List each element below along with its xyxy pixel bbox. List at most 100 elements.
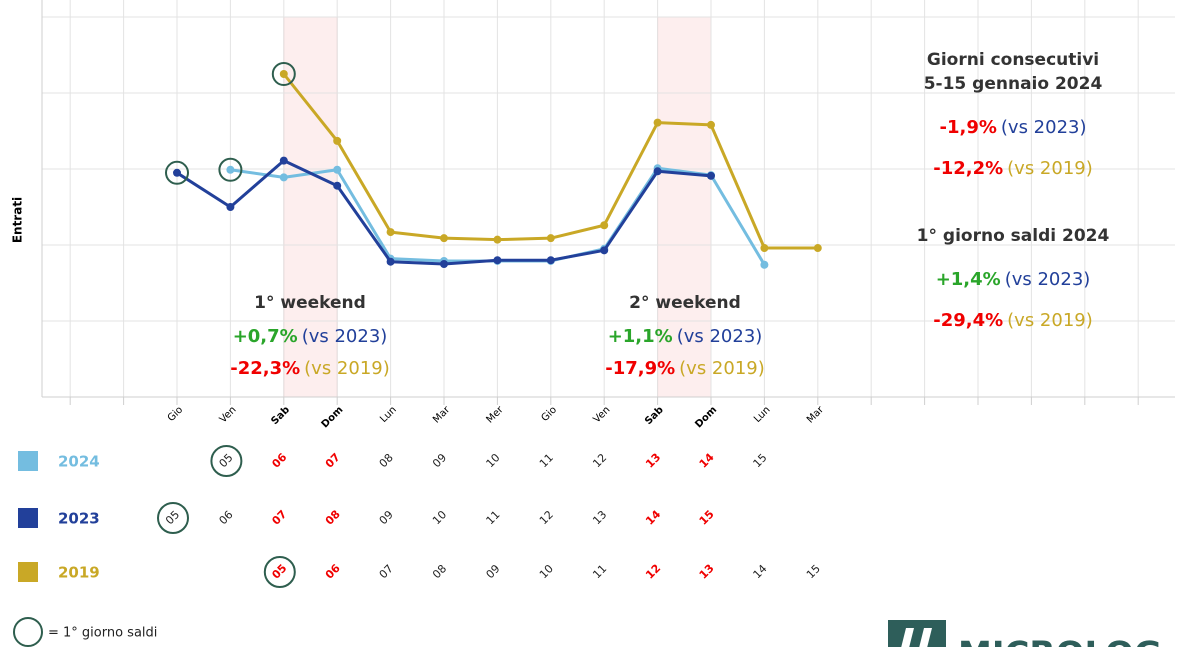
data-point bbox=[653, 167, 662, 176]
day-number: 15 bbox=[697, 508, 717, 528]
data-point bbox=[600, 246, 609, 255]
data-point bbox=[386, 257, 395, 266]
legend-swatch bbox=[18, 562, 38, 582]
first-sale-marker bbox=[271, 62, 296, 86]
annotation-title: 5-15 gennaio 2024 bbox=[924, 74, 1103, 94]
legend-label: 2019 bbox=[58, 564, 100, 582]
data-point bbox=[760, 260, 769, 269]
data-point bbox=[279, 70, 288, 78]
annotation-value: +0,7% bbox=[233, 326, 298, 347]
x-tick-label: Ven bbox=[592, 404, 613, 425]
day-number: 15 bbox=[751, 451, 770, 470]
data-point bbox=[493, 235, 502, 244]
annotation-title: Giorni consecutivi bbox=[927, 50, 1099, 70]
day-number: 13 bbox=[590, 508, 609, 527]
data-point bbox=[493, 256, 502, 265]
annotation-line: -17,9% (vs 2019) bbox=[605, 358, 765, 379]
day-number: 06 bbox=[323, 561, 343, 581]
x-tick-label: Sab bbox=[269, 404, 292, 427]
x-tick-label: Lun bbox=[378, 404, 399, 425]
data-point bbox=[440, 234, 448, 243]
day-number: 09 bbox=[484, 562, 503, 581]
day-number: 14 bbox=[697, 450, 717, 470]
data-point bbox=[813, 244, 822, 253]
day-number: 05 bbox=[269, 562, 289, 582]
x-tick-label: Mer bbox=[484, 404, 506, 426]
day-number: 14 bbox=[643, 507, 663, 527]
annotation-value: -22,3% bbox=[230, 358, 300, 379]
day-number: 13 bbox=[643, 451, 663, 471]
annotation-line: -29,4% (vs 2019) bbox=[933, 310, 1093, 331]
data-point bbox=[279, 156, 288, 165]
annotation-value: +1,1% bbox=[608, 326, 673, 347]
data-point bbox=[546, 234, 555, 243]
annotation-label: (vs 2019) bbox=[304, 358, 390, 379]
annotation-line: -12,2% (vs 2019) bbox=[933, 158, 1093, 179]
day-number: 10 bbox=[484, 451, 503, 470]
annotation-label: (vs 2023) bbox=[302, 326, 388, 347]
data-point bbox=[653, 118, 662, 127]
day-number: 05 bbox=[217, 451, 236, 470]
annotation-line: +0,7% (vs 2023) bbox=[233, 326, 388, 347]
data-point bbox=[333, 181, 342, 190]
day-number: 10 bbox=[430, 508, 449, 527]
data-point bbox=[546, 256, 555, 265]
annotation-value: +1,4% bbox=[936, 269, 1001, 290]
day-number: 15 bbox=[804, 562, 823, 581]
data-point bbox=[760, 244, 769, 253]
x-tick-label: Dom bbox=[693, 404, 719, 430]
annotation-value: -1,9% bbox=[939, 117, 996, 138]
data-point bbox=[386, 228, 395, 237]
annotation-label: (vs 2019) bbox=[1007, 158, 1093, 179]
legend-swatch bbox=[18, 451, 38, 471]
data-point bbox=[333, 136, 342, 145]
x-tick-label: Lun bbox=[752, 404, 773, 425]
x-tick-label: Dom bbox=[320, 404, 346, 430]
data-point bbox=[440, 260, 448, 268]
x-tick-label: Gio bbox=[539, 404, 559, 424]
day-number: 09 bbox=[377, 508, 396, 527]
annotation-label: (vs 2023) bbox=[1001, 117, 1087, 138]
weekend-band bbox=[657, 16, 712, 398]
annotation-label: (vs 2019) bbox=[679, 358, 765, 379]
x-tick-label: Ven bbox=[218, 404, 239, 425]
circle-legend-label: = 1° giorno saldi bbox=[48, 626, 157, 641]
annotation-label: (vs 2023) bbox=[677, 326, 763, 347]
day-number: 11 bbox=[484, 508, 503, 527]
data-point bbox=[707, 171, 715, 180]
first-sale-day-marker bbox=[263, 556, 296, 588]
x-tick-label: Gio bbox=[166, 404, 186, 424]
day-number: 08 bbox=[323, 508, 343, 528]
day-number: 08 bbox=[430, 562, 449, 581]
annotation-line: +1,4% (vs 2023) bbox=[936, 269, 1091, 290]
x-tick-label: Mar bbox=[431, 404, 453, 426]
data-point bbox=[226, 203, 235, 211]
circle-legend-icon bbox=[13, 617, 43, 647]
day-number: 06 bbox=[269, 450, 289, 470]
legend-label: 2024 bbox=[58, 453, 100, 471]
annotation-title: 2° weekend bbox=[629, 293, 741, 313]
day-number: 09 bbox=[430, 451, 449, 470]
annotation-line: -1,9% (vs 2023) bbox=[939, 117, 1086, 138]
day-number: 12 bbox=[537, 508, 556, 527]
logo-mark bbox=[901, 628, 932, 647]
day-number: 10 bbox=[537, 562, 556, 581]
annotation-line: +1,1% (vs 2023) bbox=[608, 326, 763, 347]
day-number: 12 bbox=[590, 451, 609, 470]
day-number: 07 bbox=[377, 562, 396, 581]
day-number: 12 bbox=[643, 562, 663, 582]
day-number: 08 bbox=[377, 451, 396, 470]
day-number: 07 bbox=[323, 451, 343, 471]
day-number: 11 bbox=[537, 451, 556, 470]
data-point bbox=[707, 120, 715, 129]
annotation-label: (vs 2023) bbox=[1005, 269, 1091, 290]
x-tick-label: Sab bbox=[643, 404, 666, 427]
first-sale-marker bbox=[218, 157, 243, 182]
day-number: 05 bbox=[163, 508, 182, 527]
logo-box bbox=[888, 620, 946, 647]
logo-text: MICROLOG bbox=[958, 635, 1162, 647]
annotation-value: -12,2% bbox=[933, 158, 1003, 179]
day-number: 11 bbox=[590, 562, 609, 581]
annotation-line: -22,3% (vs 2019) bbox=[230, 358, 390, 379]
